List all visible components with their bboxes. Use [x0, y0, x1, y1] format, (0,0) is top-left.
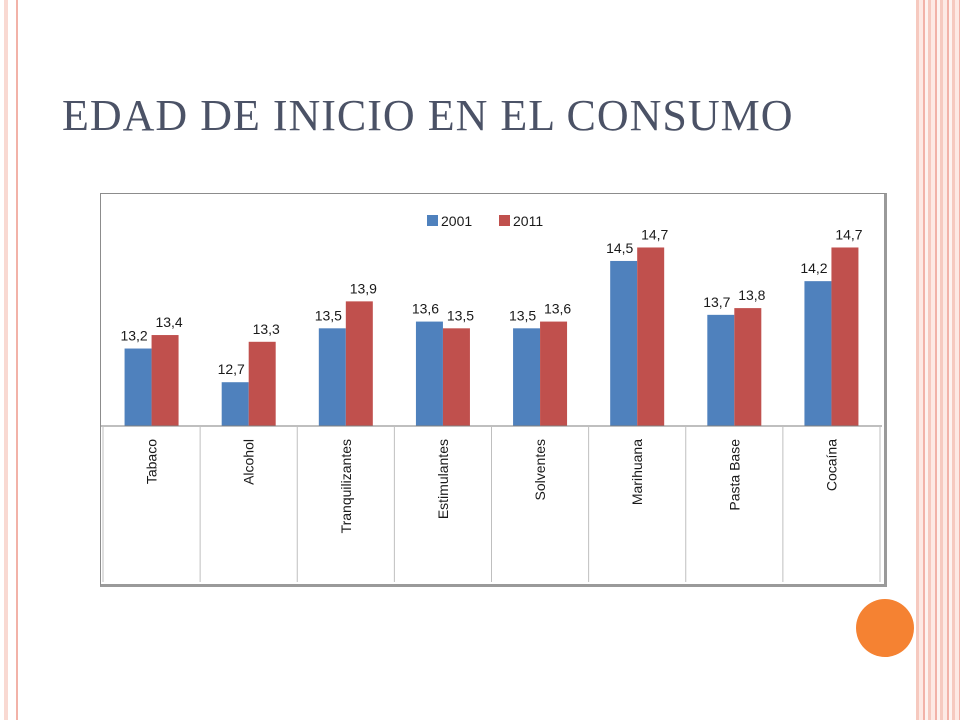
- data-label-2011: 14,7: [641, 226, 668, 242]
- bar-2011-solventes: [540, 321, 568, 426]
- bar-2001-estimulantes: [415, 321, 443, 426]
- chart-value-labels: 13,2 13,4 12,7 13,3 13,5 13,9 13,6 13,5 13,5 13,6…: [120, 226, 862, 377]
- bar-2001-solventes: [513, 328, 541, 426]
- data-label-2011: 13,8: [738, 287, 765, 303]
- data-label-2001: 13,2: [120, 328, 147, 344]
- bar-2001-alcohol: [221, 382, 249, 426]
- bar-2011-tranquilizantes: [345, 301, 373, 426]
- data-label-2011: 13,6: [544, 301, 571, 317]
- legend-swatch-2011: [499, 215, 510, 226]
- data-label-2001: 14,5: [606, 240, 633, 256]
- bar-2001-pasta-base: [707, 314, 735, 426]
- category-label: Tabaco: [144, 439, 160, 484]
- chart-bars: [124, 247, 859, 426]
- category-label: Estimulantes: [435, 439, 451, 519]
- data-label-2011: 13,5: [447, 307, 474, 323]
- bar-chart: 2001 2011 13,213,412,713,313,513,913,6 13,…: [101, 213, 882, 582]
- bar-2001-cocaína: [804, 281, 832, 426]
- chart-category-labels: Tabaco Alcohol Tranquilizantes Estimulantes…: [144, 439, 840, 534]
- bar-2001-marihuana: [610, 260, 638, 426]
- bar-2011-tabaco: [151, 335, 179, 426]
- category-label: Marihuana: [629, 439, 645, 505]
- legend-label-2001: 2001: [441, 213, 472, 229]
- bar-2011-estimulantes: [442, 328, 470, 426]
- data-label-2011: 14,7: [835, 226, 862, 242]
- category-label: Solventes: [532, 439, 548, 500]
- chart-container: 2001 2011 13,2 13,4 12,7 13,3 13,5 13,9 13,6 13,…: [100, 193, 887, 587]
- data-label-2001: 13,5: [315, 307, 342, 323]
- chart-axis: [101, 425, 882, 582]
- data-label-2001: 12,7: [218, 361, 245, 377]
- chart-legend: 2001 2011: [427, 213, 543, 229]
- bar-2011-marihuana: [637, 247, 665, 426]
- bar-2001-tabaco: [124, 348, 152, 426]
- bar-2001-tranquilizantes: [318, 328, 346, 426]
- legend-label-2011: 2011: [513, 213, 543, 229]
- category-label: Tranquilizantes: [338, 439, 354, 533]
- category-label: Cocaína: [823, 439, 839, 491]
- legend-swatch-2001: [427, 215, 438, 226]
- category-label: Alcohol: [241, 439, 257, 485]
- slide-left-border: [0, 0, 18, 720]
- data-label-2001: 13,5: [509, 307, 536, 323]
- orange-circle-decoration: [856, 599, 914, 657]
- category-label: Pasta Base: [726, 439, 742, 511]
- data-label-2011: 13,4: [155, 314, 182, 330]
- bar-2011-cocaína: [831, 247, 859, 426]
- data-label-2011: 13,3: [253, 321, 280, 337]
- slide-right-border: [916, 0, 960, 720]
- data-label-2001: 14,2: [800, 260, 827, 276]
- bar-2011-pasta-base: [734, 308, 762, 426]
- slide-title: EDAD DE INICIO EN EL CONSUMO: [62, 91, 794, 140]
- bar-2011-alcohol: [248, 341, 276, 426]
- data-label-2001: 13,7: [703, 294, 730, 310]
- data-label-2001: 13,6: [412, 301, 439, 317]
- data-label-2011: 13,9: [350, 280, 377, 296]
